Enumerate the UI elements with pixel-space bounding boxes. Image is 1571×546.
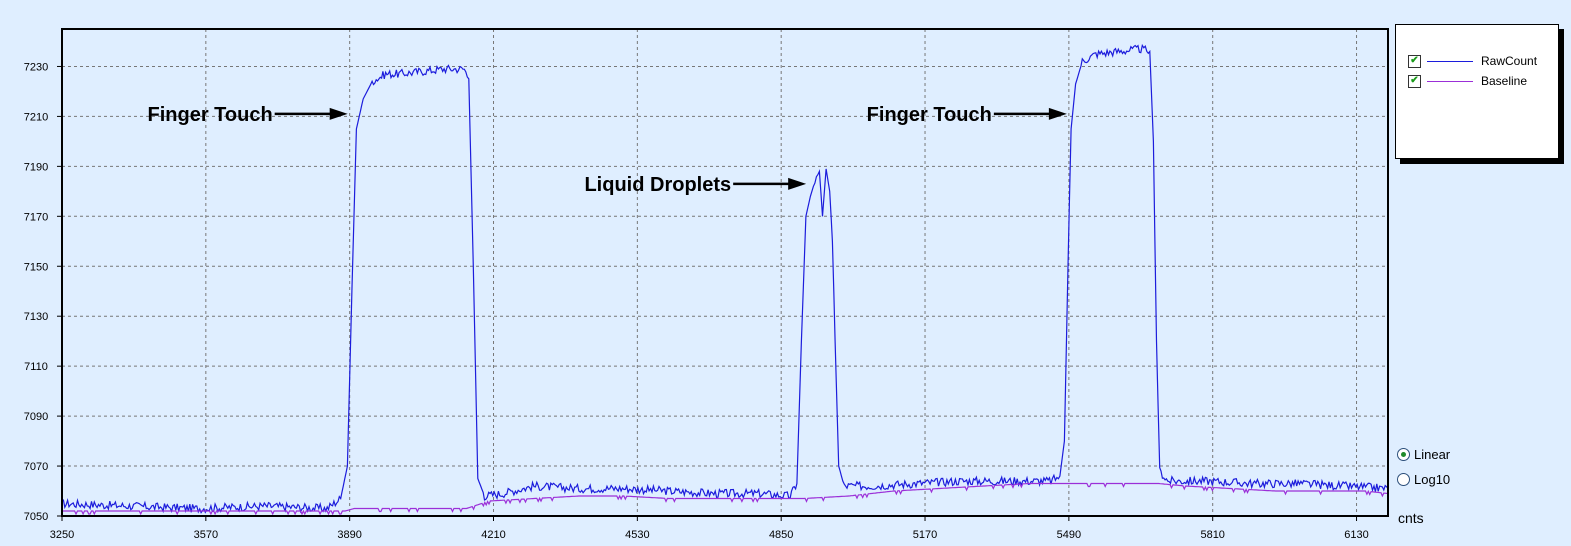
checkbox-checked-icon[interactable]: ✔ [1408, 75, 1421, 88]
y-tick-label: 7170 [24, 211, 48, 223]
x-tick-label: 3250 [50, 529, 74, 541]
legend-item-baseline[interactable]: ✔ Baseline [1408, 73, 1527, 89]
y-tick-label: 7230 [24, 61, 48, 73]
x-tick-label: 5170 [913, 529, 937, 541]
plot-background [62, 29, 1388, 516]
scale-option-log10[interactable]: Log10 [1397, 472, 1450, 487]
y-tick-label: 7130 [24, 311, 48, 323]
radio-selected-icon[interactable] [1397, 448, 1410, 461]
scale-option-label: Linear [1414, 447, 1450, 462]
annotation-label: Finger Touch [147, 104, 272, 126]
y-tick-label: 7190 [24, 161, 48, 173]
y-tick-label: 7210 [24, 111, 48, 123]
x-tick-label: 5490 [1057, 529, 1081, 541]
legend-label-baseline: Baseline [1481, 74, 1527, 88]
legend-label-rawcount: RawCount [1481, 54, 1537, 68]
x-axis-ticks: 3250 3570 3890 4210 4530 4850 5170 5490 5810 6130 [50, 516, 1369, 541]
legend: ✔ RawCount ✔ Baseline [1395, 24, 1559, 159]
y-tick-label: 7150 [24, 261, 48, 273]
scale-option-linear[interactable]: Linear [1397, 447, 1450, 462]
x-tick-label: 3890 [337, 529, 361, 541]
x-tick-label: 6130 [1344, 529, 1368, 541]
x-tick-label: 4850 [769, 529, 793, 541]
y-tick-label: 7090 [24, 411, 48, 423]
x-axis-unit-label: cnts [1398, 510, 1424, 526]
x-tick-label: 5810 [1200, 529, 1224, 541]
y-tick-label: 7050 [24, 511, 48, 523]
scale-option-label: Log10 [1414, 472, 1450, 487]
checkbox-checked-icon[interactable]: ✔ [1408, 55, 1421, 68]
x-tick-label: 4210 [481, 529, 505, 541]
y-tick-label: 7110 [24, 361, 48, 373]
y-axis-ticks: 7050 7070 7090 7110 7130 7150 7170 7190 7210 7230 [24, 61, 62, 523]
legend-item-rawcount[interactable]: ✔ RawCount [1408, 53, 1537, 69]
x-tick-label: 4530 [625, 529, 649, 541]
legend-swatch-rawcount [1427, 61, 1473, 62]
annotation-label: Liquid Droplets [584, 174, 731, 196]
radio-unselected-icon[interactable] [1397, 473, 1410, 486]
x-tick-label: 3570 [194, 529, 218, 541]
legend-swatch-baseline [1427, 81, 1473, 82]
y-tick-label: 7070 [24, 461, 48, 473]
annotation-label: Finger Touch [867, 104, 992, 126]
